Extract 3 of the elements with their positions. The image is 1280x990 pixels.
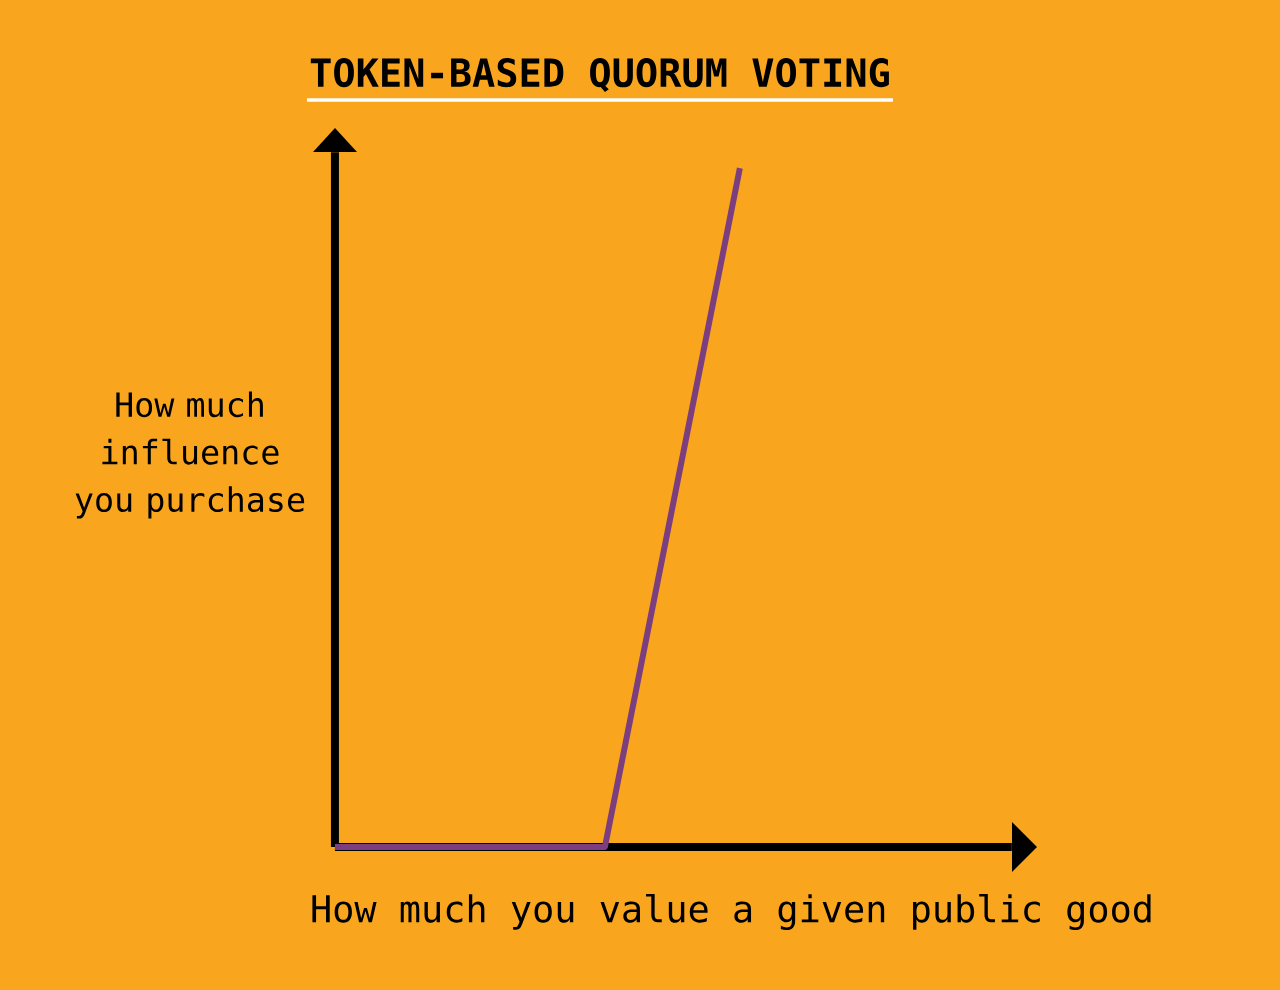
y-axis-title: How much influence you purchase <box>75 391 305 519</box>
x-axis-title: How much you value a given public good <box>312 893 1151 931</box>
chart-title: TOKEN-BASED QUORUM VOTING <box>310 57 889 92</box>
